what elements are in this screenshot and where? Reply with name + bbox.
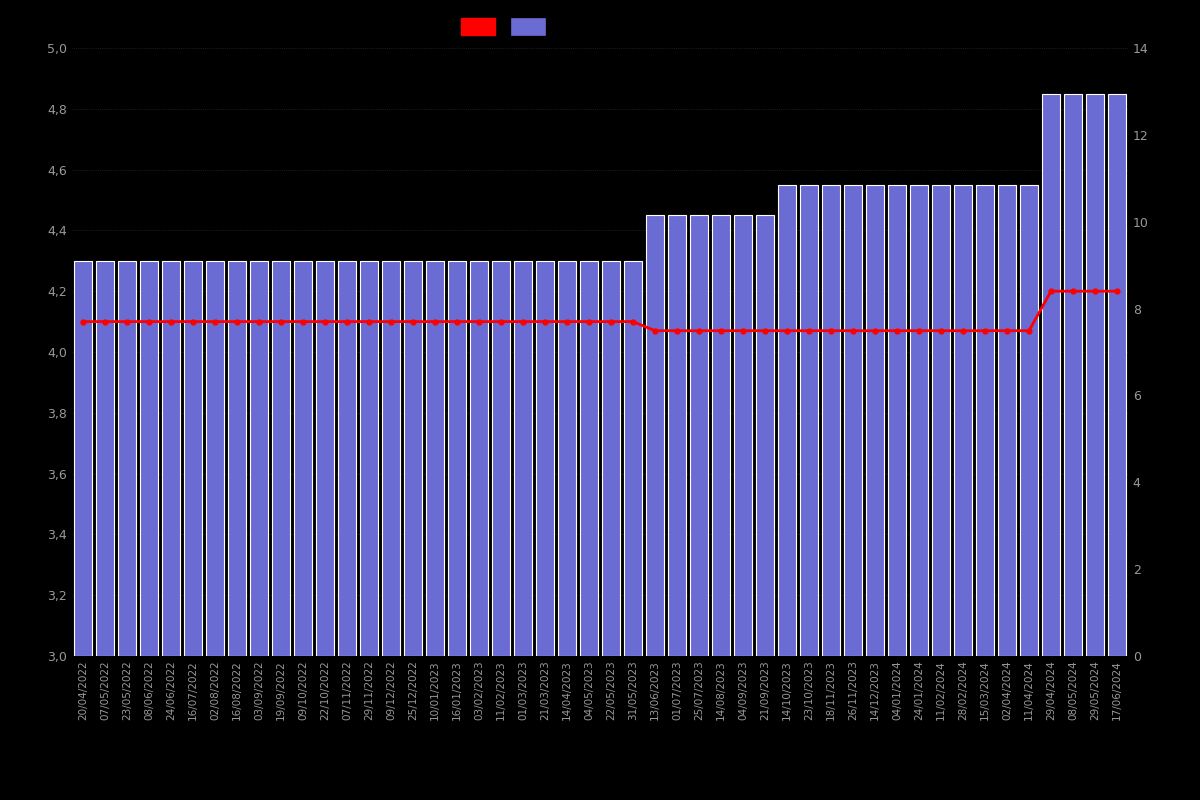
Bar [228, 261, 246, 656]
Bar [535, 261, 554, 656]
Bar [822, 185, 840, 656]
Bar [667, 215, 686, 656]
Bar [1086, 94, 1104, 656]
Bar [931, 185, 950, 656]
Bar [162, 261, 180, 656]
Bar [865, 185, 884, 656]
Bar [118, 261, 137, 656]
Bar [492, 261, 510, 656]
Bar [646, 215, 665, 656]
Bar [184, 261, 203, 656]
Bar [844, 185, 863, 656]
Bar [778, 185, 797, 656]
Bar [316, 261, 335, 656]
Bar [448, 261, 467, 656]
Bar [514, 261, 533, 656]
Bar [997, 185, 1016, 656]
Bar [712, 215, 731, 656]
Bar [1020, 185, 1038, 656]
Bar [558, 261, 576, 656]
Bar [294, 261, 312, 656]
Bar [733, 215, 752, 656]
Bar [799, 185, 818, 656]
Bar [139, 261, 158, 656]
Bar [73, 261, 92, 656]
Bar [976, 185, 995, 656]
Bar [426, 261, 444, 656]
Bar [382, 261, 401, 656]
Bar [337, 261, 356, 656]
Legend: , : , [461, 18, 550, 35]
Bar [469, 261, 488, 656]
Bar [888, 185, 906, 656]
Bar [601, 261, 620, 656]
Bar [271, 261, 290, 656]
Bar [580, 261, 599, 656]
Bar [205, 261, 224, 656]
Bar [756, 215, 774, 656]
Bar [690, 215, 708, 656]
Bar [954, 185, 972, 656]
Bar [624, 261, 642, 656]
Bar [910, 185, 929, 656]
Bar [1042, 94, 1061, 656]
Bar [1108, 94, 1127, 656]
Bar [96, 261, 114, 656]
Bar [360, 261, 378, 656]
Bar [250, 261, 269, 656]
Bar [1063, 94, 1082, 656]
Bar [403, 261, 422, 656]
